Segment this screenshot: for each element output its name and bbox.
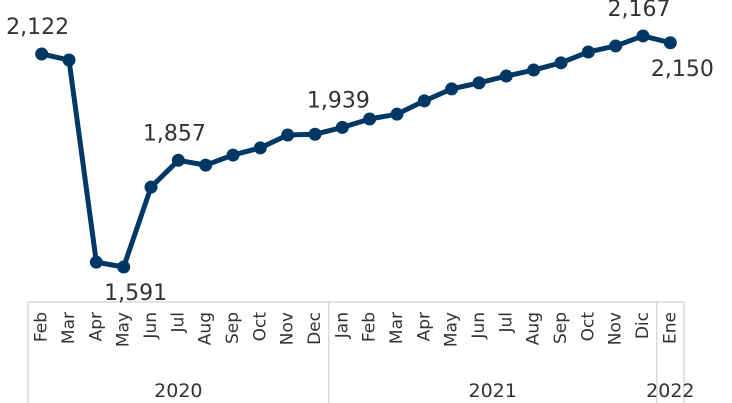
x-tick-label: Sep xyxy=(551,312,571,344)
marker xyxy=(636,29,650,43)
marker xyxy=(117,260,131,274)
marker xyxy=(62,53,76,67)
x-tick-label: Apr xyxy=(86,312,106,341)
marker xyxy=(335,120,349,134)
marker xyxy=(390,107,404,121)
marker xyxy=(171,153,185,167)
group-label: 2022 xyxy=(646,380,694,402)
x-tick-label: Nov xyxy=(278,312,298,345)
x-tick-label: Apr xyxy=(414,312,434,341)
x-tick-label: Jul xyxy=(168,312,188,334)
x-tick-label: Nov xyxy=(606,312,626,345)
x-tick-label: Oct xyxy=(578,312,598,342)
x-tick-label: Jan xyxy=(332,312,352,339)
x-tick-label: Dec xyxy=(305,312,325,345)
x-tick-label: Oct xyxy=(250,312,270,342)
x-tick-label: Jun xyxy=(141,312,161,340)
marker xyxy=(609,39,623,53)
x-tick-label: Jul xyxy=(496,312,516,334)
data-label: 2,150 xyxy=(651,57,714,82)
marker xyxy=(199,158,213,172)
x-tick-label: May xyxy=(114,312,134,347)
group-label: 2021 xyxy=(468,380,516,402)
marker xyxy=(499,69,513,83)
x-tick-label: Jun xyxy=(469,312,489,340)
marker xyxy=(35,47,49,61)
x-tick-label: Sep xyxy=(223,312,243,344)
x-tick-label: Feb xyxy=(360,312,380,342)
marker xyxy=(226,148,240,162)
marker xyxy=(472,76,486,90)
marker xyxy=(281,128,295,142)
x-tick-label: Mar xyxy=(387,312,407,344)
marker xyxy=(253,141,267,155)
x-tick-label: May xyxy=(442,312,462,347)
x-tick-label: Mar xyxy=(59,312,79,344)
data-label: 1,939 xyxy=(307,88,370,113)
data-label: 2,167 xyxy=(608,0,671,22)
marker xyxy=(527,63,541,77)
marker xyxy=(445,82,459,96)
data-label: 1,591 xyxy=(104,281,167,306)
marker xyxy=(581,45,595,59)
data-label: 1,857 xyxy=(143,121,206,146)
line xyxy=(41,33,671,270)
marker xyxy=(144,180,158,194)
group-label: 2020 xyxy=(154,380,202,402)
x-tick-label: Feb xyxy=(32,312,52,342)
x-tick-label: Ene xyxy=(660,312,680,344)
marker xyxy=(363,112,377,126)
marker xyxy=(308,127,322,141)
x-tick-label: Aug xyxy=(196,312,216,345)
marker xyxy=(417,94,431,108)
x-tick-label: Aug xyxy=(524,312,544,345)
marker xyxy=(554,56,568,70)
marker xyxy=(663,36,677,50)
x-tick-label: Dic xyxy=(633,312,653,339)
data-label: 2,122 xyxy=(6,15,69,40)
marker xyxy=(89,255,103,269)
